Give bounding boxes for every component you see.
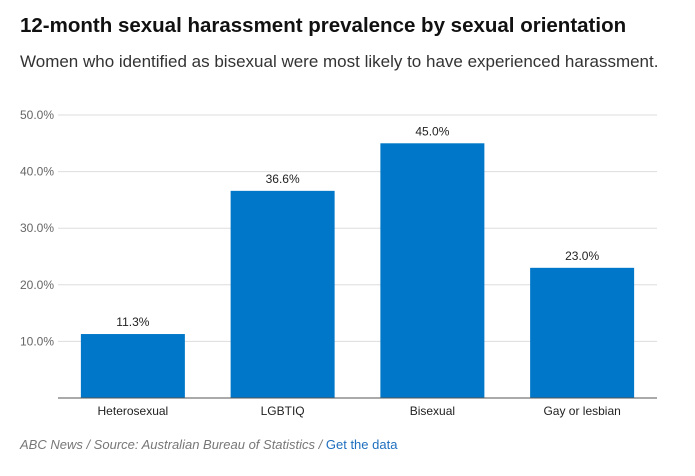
chart-subtitle: Women who identified as bisexual were mo… — [20, 52, 659, 71]
get-data-link[interactable]: Get the data — [325, 437, 398, 452]
data-label: 45.0% — [415, 124, 449, 138]
bar-chart: 10.0% 20.0% 30.0% 40.0% 50.0% 11.3% Heterosexu… — [20, 108, 657, 418]
data-label: 11.3% — [116, 315, 149, 329]
bar — [80, 334, 185, 398]
source-text: ABC News / Source: Australian Bureau of … — [20, 437, 326, 452]
data-label: 36.6% — [266, 172, 300, 186]
x-tick-label: Gay or lesbian — [543, 404, 620, 418]
y-tick-label: 50.0% — [20, 108, 54, 122]
x-tick-label: LGBTIQ — [261, 404, 305, 418]
y-tick-label: 40.0% — [20, 165, 54, 179]
footer: ABC News / Source: Australian Bureau of … — [20, 437, 397, 452]
bar — [230, 190, 335, 398]
bar — [380, 143, 485, 398]
bar — [530, 267, 635, 398]
x-tick-label: Bisexual — [410, 404, 455, 418]
chart-title: 12-month sexual harassment prevalence by… — [20, 14, 627, 37]
y-tick-label: 10.0% — [20, 334, 54, 348]
y-tick-label: 30.0% — [20, 221, 54, 235]
y-tick-label: 20.0% — [20, 278, 54, 292]
data-label: 23.0% — [565, 249, 599, 263]
x-tick-label: Heterosexual — [98, 404, 169, 418]
